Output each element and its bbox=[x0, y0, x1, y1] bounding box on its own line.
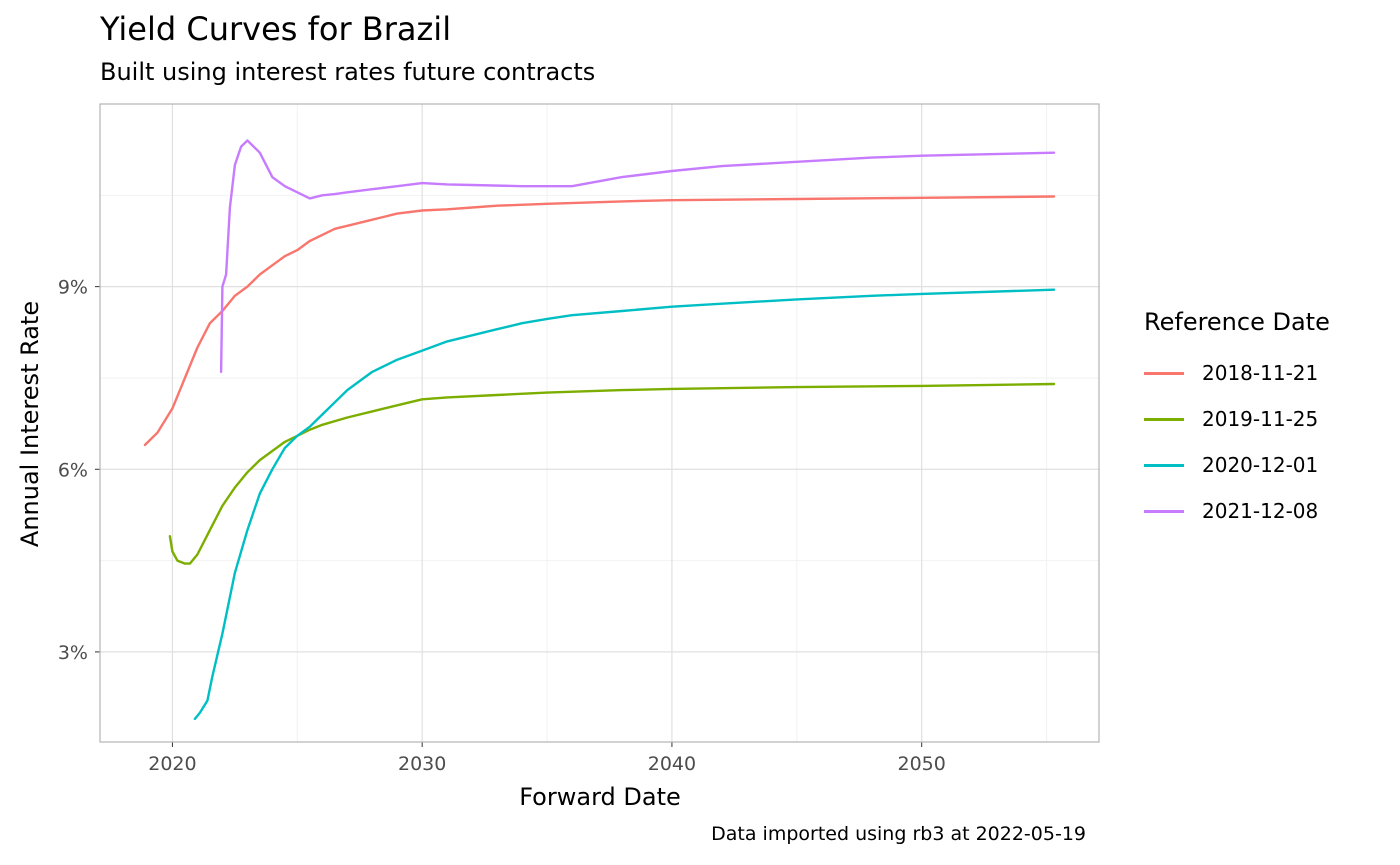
y-axis-label: Annual Interest Rate bbox=[16, 300, 44, 548]
y-tick-label: 3% bbox=[58, 642, 88, 664]
plot-panel-border bbox=[99, 103, 1100, 743]
legend-label: 2020-12-01 bbox=[1202, 453, 1319, 477]
legend: Reference Date 2018-11-21 2019-11-25 2020-… bbox=[1144, 308, 1330, 534]
series-line-2018-11-21 bbox=[143, 195, 1056, 447]
y-tick-label: 6% bbox=[58, 459, 88, 481]
legend-key bbox=[1144, 371, 1184, 375]
series-line-2021-12-08 bbox=[219, 139, 1056, 374]
series-line-2019-11-25 bbox=[168, 382, 1056, 565]
legend-label: 2018-11-21 bbox=[1202, 361, 1319, 385]
legend-item: 2018-11-21 bbox=[1144, 350, 1330, 396]
legend-title: Reference Date bbox=[1144, 308, 1330, 336]
chart-title: Yield Curves for Brazil bbox=[100, 10, 452, 48]
legend-item: 2019-11-25 bbox=[1144, 396, 1330, 442]
x-tick-label: 2020 bbox=[148, 753, 196, 775]
legend-label: 2021-12-08 bbox=[1202, 499, 1319, 523]
legend-item: 2020-12-01 bbox=[1144, 442, 1330, 488]
chart-caption: Data imported using rb3 at 2022-05-19 bbox=[711, 823, 1086, 845]
x-axis-label: Forward Date bbox=[519, 783, 681, 811]
legend-item: 2021-12-08 bbox=[1144, 488, 1330, 534]
series-line-2020-12-01 bbox=[193, 288, 1056, 721]
y-tick-label: 9% bbox=[58, 277, 88, 299]
chart-subtitle: Built using interest rates future contra… bbox=[100, 58, 596, 86]
x-tick-label: 2040 bbox=[648, 753, 696, 775]
x-tick-label: 2030 bbox=[398, 753, 446, 775]
legend-key bbox=[1144, 417, 1184, 421]
legend-key bbox=[1144, 509, 1184, 513]
legend-key bbox=[1144, 463, 1184, 467]
legend-label: 2019-11-25 bbox=[1202, 407, 1319, 431]
x-tick-label: 2050 bbox=[897, 753, 945, 775]
